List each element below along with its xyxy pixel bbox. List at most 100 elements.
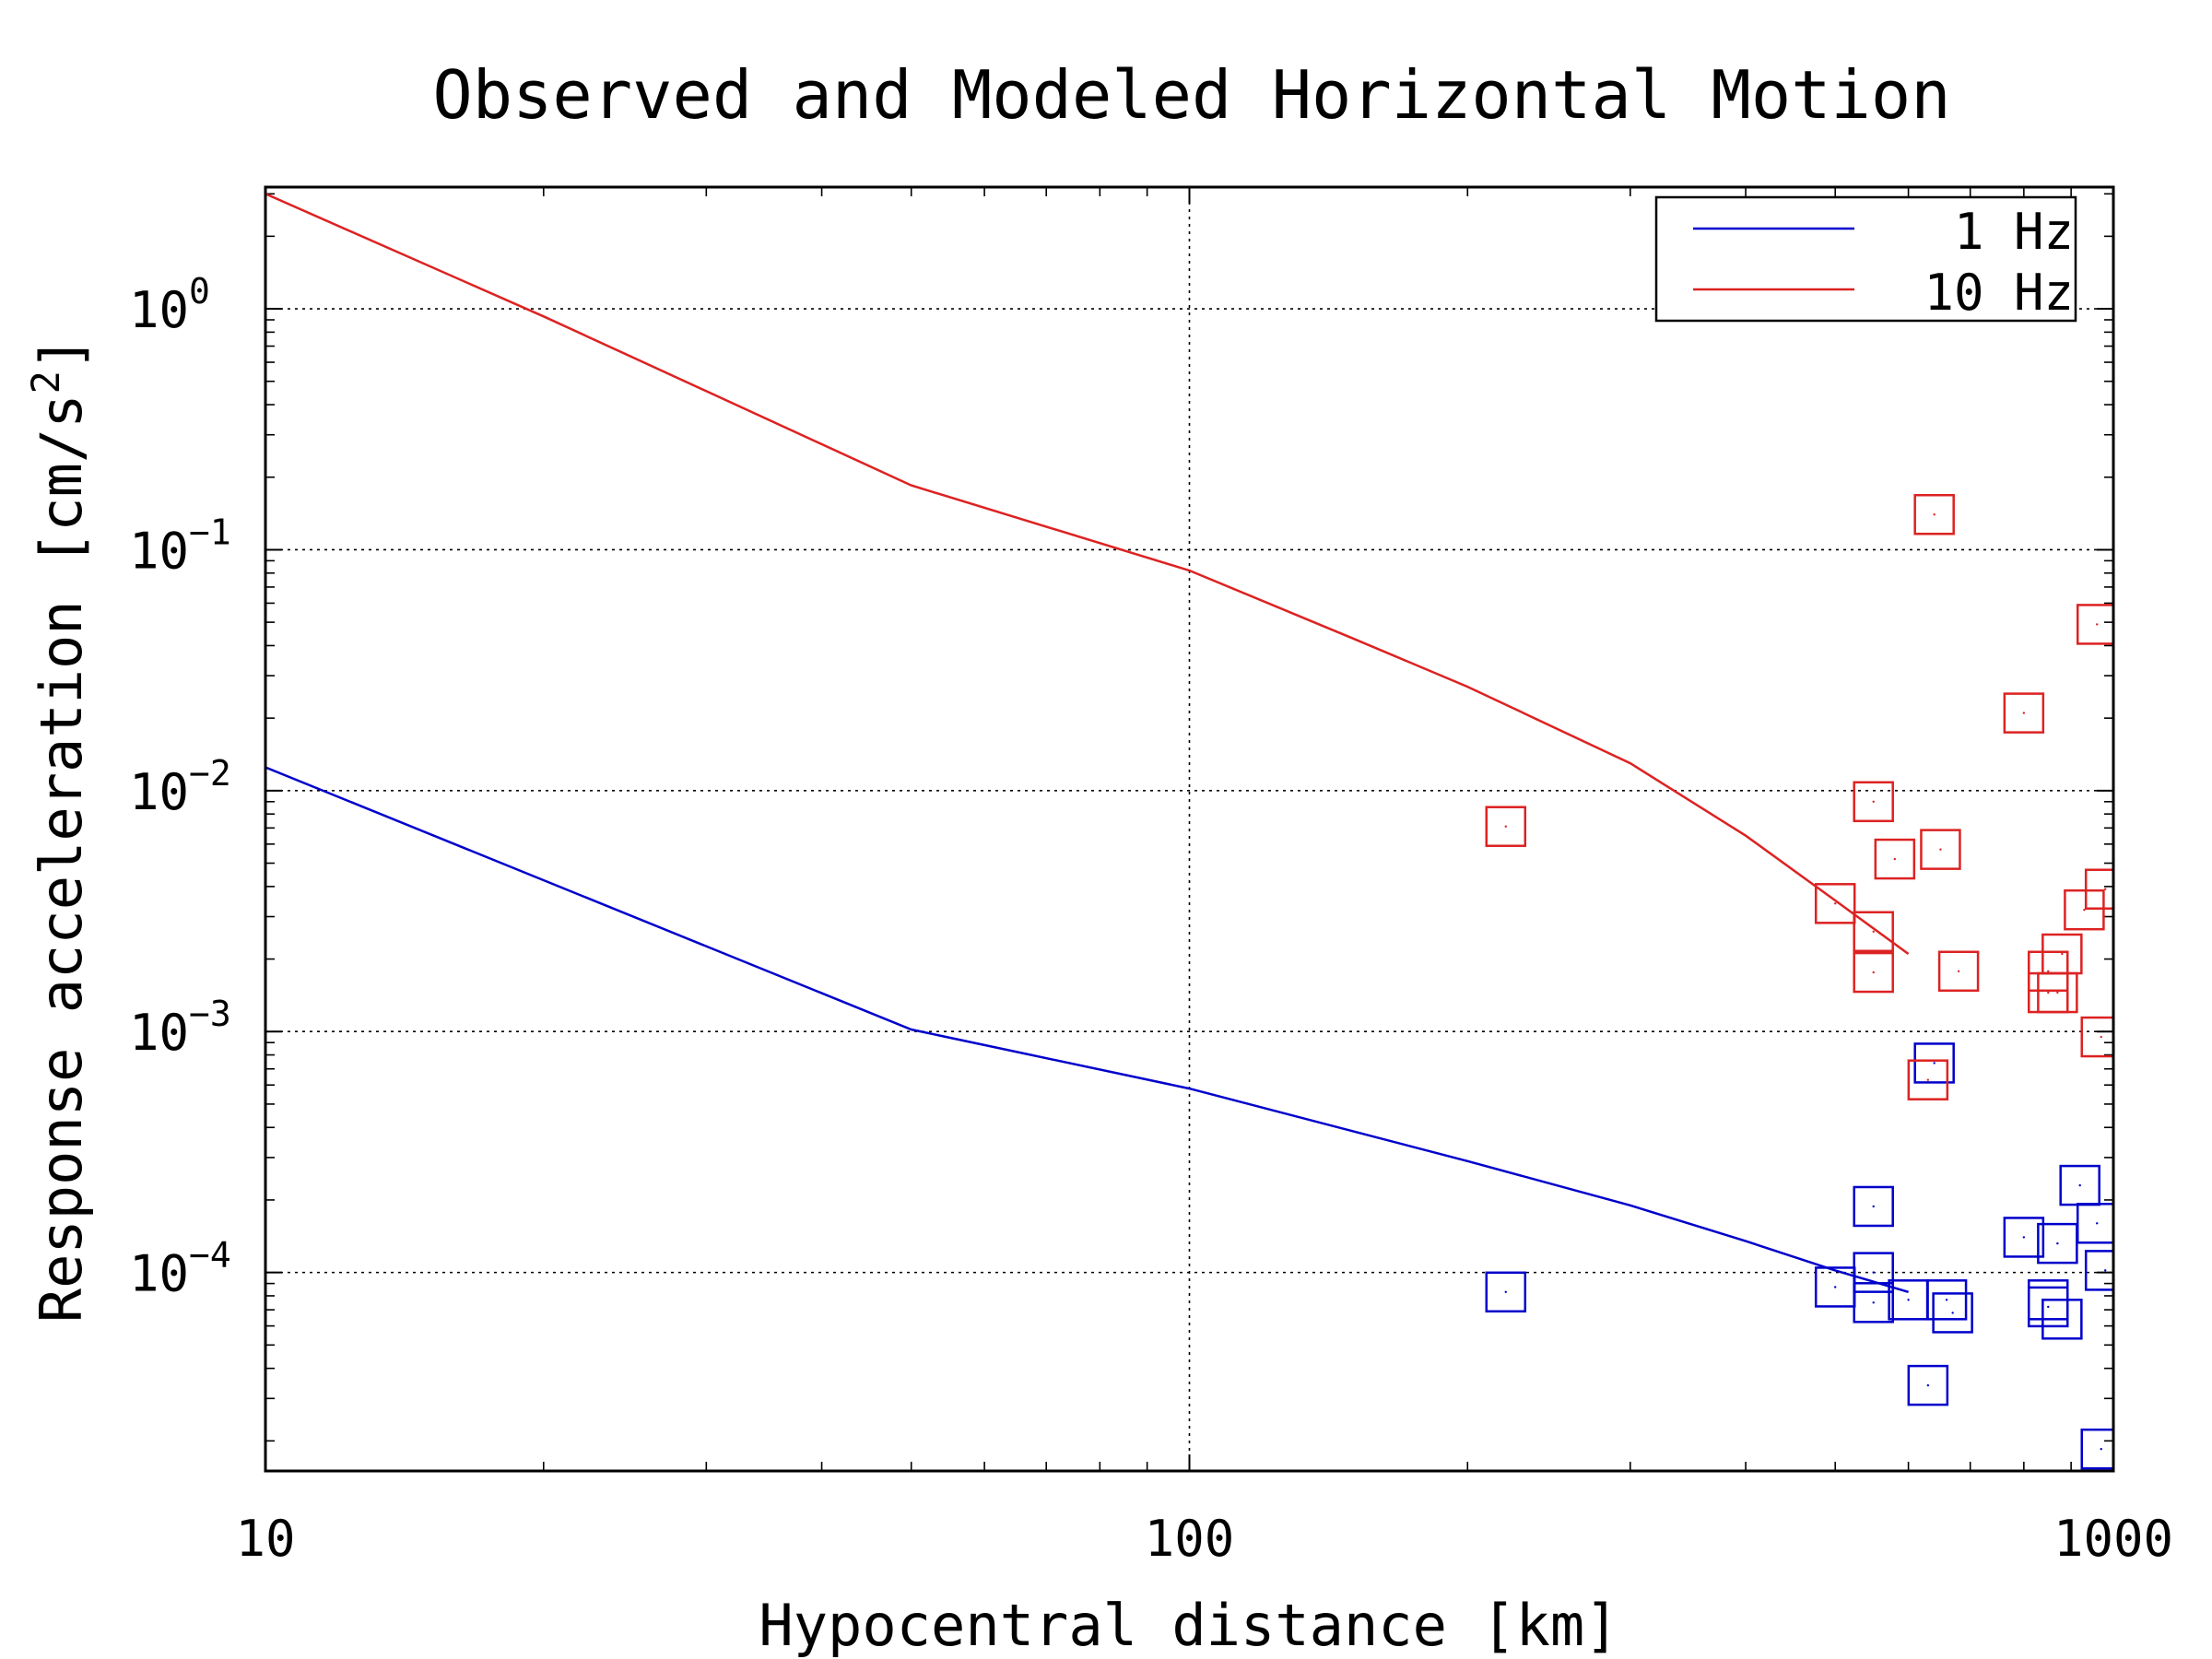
x-tick-label: 1000 [2053, 1510, 2173, 1568]
observed-point-1hz [1485, 1271, 1527, 1313]
observed-point-10hz [2041, 933, 2083, 975]
y-tick-label: 10−1 [129, 512, 231, 580]
observed-point-center-10hz [1834, 902, 1837, 905]
observed-point-1hz [2084, 1250, 2113, 1291]
observed-point-10hz [2080, 1016, 2113, 1058]
observed-point-10hz [1913, 493, 1955, 535]
observed-point-1hz [1913, 1042, 1955, 1084]
observed-point-10hz [2027, 950, 2069, 993]
observed-point-10hz [1874, 838, 1916, 880]
observed-point-center-1hz [2061, 1318, 2064, 1321]
y-tick-base: 10 [129, 763, 189, 821]
observed-point-1hz [2027, 1286, 2069, 1328]
observed-point-center-1hz [1872, 1271, 1875, 1274]
observed-point-center-1hz [2078, 1183, 2081, 1187]
y-tick-base: 10 [129, 281, 189, 339]
observed-point-10hz [1814, 883, 1856, 924]
model-line-1hz [265, 766, 1909, 1293]
observed-point-center-1hz [1504, 1290, 1507, 1293]
observed-point-1hz [1925, 1279, 1968, 1321]
y-tick-label: 10−3 [129, 994, 231, 1062]
observed-point-1hz [1853, 1282, 1894, 1324]
observed-point-10hz [1920, 829, 1961, 870]
y-tick-exponent: 0 [189, 271, 210, 312]
observed-point-10hz [1853, 911, 1894, 953]
observed-point-center-10hz [1504, 825, 1507, 828]
observed-point-center-1hz [1945, 1299, 1948, 1301]
chart-title: Observed and Modeled Horizontal Motion [432, 56, 1950, 134]
observed-point-center-10hz [2061, 952, 2064, 956]
observed-point-1hz [2003, 1217, 2045, 1258]
observed-point-1hz [1932, 1292, 1973, 1334]
y-tick-base: 10 [129, 522, 189, 580]
observed-point-center-1hz [1933, 1062, 1936, 1065]
legend-label-10hz: 10 Hz [1924, 264, 2074, 322]
x-tick-label: 100 [1145, 1510, 1235, 1568]
observed-point-10hz [1937, 950, 1980, 993]
x-axis-label: Hypocentral distance [km] [759, 1592, 1618, 1659]
observed-point-1hz [1853, 1252, 1894, 1293]
y-tick-base: 10 [129, 1245, 189, 1303]
plot-frame [264, 185, 2115, 1473]
x-tick-labels: 10 100 1000 [235, 1510, 2173, 1568]
observed-point-center-10hz [1957, 970, 1960, 972]
observed-point-center-1hz [1951, 1312, 1954, 1314]
observed-point-center-10hz [1933, 513, 1936, 516]
observed-point-center-1hz [1907, 1299, 1910, 1301]
observed-point-10hz [2003, 692, 2045, 734]
observed-point-center-10hz [1872, 800, 1875, 803]
observed-point-center-1hz [2104, 1269, 2107, 1272]
observed-point-center-10hz [2047, 991, 2050, 994]
observed-point-1hz [2076, 1203, 2113, 1244]
observed-point-center-10hz [1926, 1078, 1930, 1081]
observed-point-center-10hz [1893, 857, 1897, 861]
axis-ticks [265, 187, 2114, 1471]
observed-point-10hz [1907, 1059, 1949, 1100]
observed-point-center-10hz [1872, 971, 1875, 974]
observed-point-center-1hz [2022, 1236, 2026, 1239]
legend-box [1654, 195, 2077, 323]
y-tick-label: 10−2 [129, 753, 231, 821]
observed-point-center-1hz [2047, 1305, 2050, 1309]
observed-point-1hz [1853, 1185, 1894, 1228]
observed-point-center-10hz [2047, 970, 2050, 972]
observed-point-center-10hz [2096, 623, 2099, 626]
y-tick-exponent: −2 [189, 753, 231, 794]
y-tick-exponent: −4 [189, 1235, 231, 1276]
y-axis-label-close: ] [28, 336, 95, 371]
observed-point-center-1hz [2100, 1447, 2102, 1451]
observed-point-10hz [2084, 868, 2113, 910]
observed-point-center-1hz [1872, 1301, 1875, 1304]
observed-point-10hz [1853, 781, 1894, 823]
observed-point-center-10hz [2100, 1035, 2102, 1039]
model-line-10hz [265, 193, 1910, 956]
observed-point-center-1hz [1926, 1383, 1930, 1387]
observed-point-10hz [2064, 888, 2105, 931]
observed-point-center-10hz [2022, 712, 2026, 714]
observed-point-10hz [1853, 951, 1894, 994]
y-tick-exponent: −1 [189, 512, 231, 552]
observed-point-center-1hz [1834, 1286, 1837, 1288]
grid-lines [265, 187, 2113, 1471]
observed-point-center-10hz [1939, 848, 1942, 851]
observed-point-center-1hz [2056, 1241, 2059, 1245]
observed-point-1hz [2041, 1299, 2083, 1340]
data-layer [265, 193, 2113, 1470]
y-axis-label-superscript: 2 [23, 371, 68, 394]
legend-label-1hz: 1 Hz [1954, 203, 2074, 261]
observed-point-10hz [2076, 604, 2113, 645]
legend: 1 Hz 10 Hz [1654, 195, 2077, 323]
y-tick-label: 100 [129, 271, 210, 339]
y-tick-exponent: −3 [189, 994, 231, 1034]
y-tick-base: 10 [129, 1004, 189, 1062]
y-axis-label: Response acceleration [cm/s2] [23, 336, 95, 1323]
observed-point-center-10hz [1872, 930, 1875, 933]
y-tick-label: 10−4 [129, 1235, 231, 1303]
observed-point-1hz [2080, 1428, 2113, 1470]
observed-point-center-10hz [2104, 888, 2107, 890]
observed-point-10hz [1485, 806, 1527, 847]
observed-point-center-1hz [1872, 1205, 1875, 1208]
x-tick-label: 10 [235, 1510, 295, 1568]
